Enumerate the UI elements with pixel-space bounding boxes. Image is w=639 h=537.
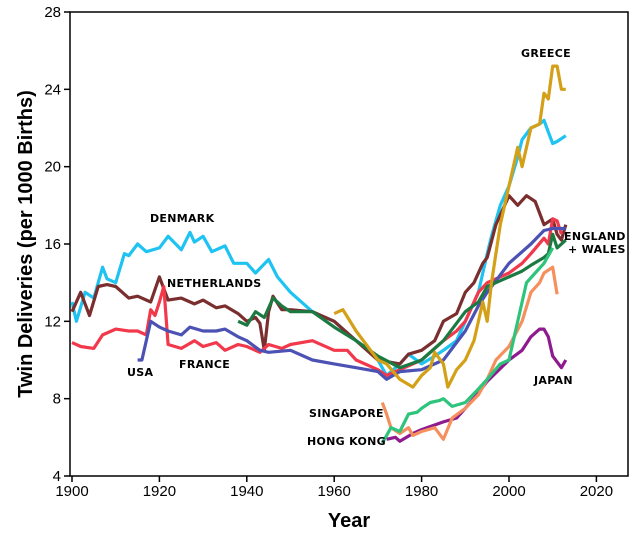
x-tick-label: 1960 [318, 483, 351, 500]
x-tick-label: 1980 [405, 483, 438, 500]
y-tick-label: 8 [53, 391, 61, 408]
y-tick-label: 28 [44, 4, 61, 21]
label-usa: USA [127, 366, 153, 379]
series-line-singapore [380, 265, 559, 441]
x-axis-label: Year [328, 510, 370, 532]
label-singapore: SINGAPORE [309, 407, 384, 420]
y-tick-label: 20 [44, 159, 61, 176]
label-france: FRANCE [179, 358, 230, 371]
label-netherlands: NETHERLANDS [167, 277, 262, 290]
label-denmark: DENMARK [150, 212, 215, 225]
y-axis-label: Twin Deliveries (per 1000 Births) [15, 90, 37, 398]
series-line-greece [333, 64, 566, 389]
y-tick-label: 12 [44, 313, 61, 330]
x-tick-label: 1940 [230, 483, 263, 500]
y-tick-label: 4 [53, 468, 61, 485]
y-tick-label: 24 [44, 81, 61, 98]
x-tick-label: 2000 [492, 483, 525, 500]
label-greece: GREECE [521, 47, 571, 60]
label-hong-kong: HONG KONG [307, 435, 386, 448]
x-tick-label: 1920 [143, 483, 176, 500]
series-line-hong-kong [380, 247, 555, 444]
series-line-france [71, 217, 563, 378]
x-tick-label: 1900 [55, 483, 88, 500]
label-japan: JAPAN [533, 374, 573, 387]
series-line-usa [137, 226, 566, 381]
series-line-england-wales [237, 232, 567, 370]
x-tick-label: 2020 [580, 483, 613, 500]
y-tick-label: 16 [44, 236, 61, 253]
label-england-wales: ENGLAND + WALES [564, 230, 626, 256]
